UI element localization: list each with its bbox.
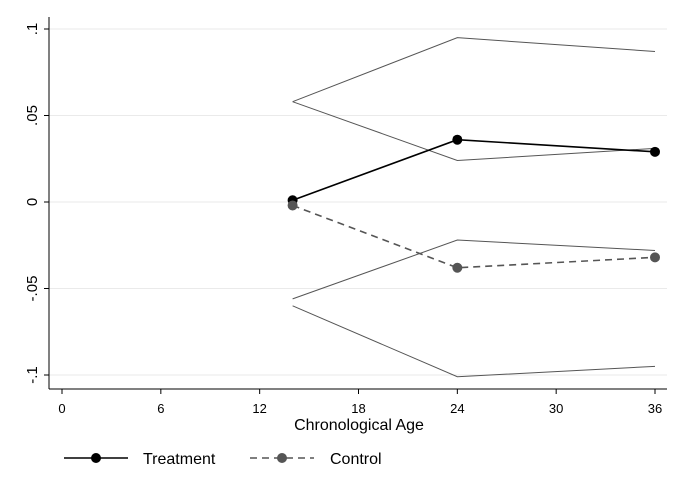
treatment-ci-upper (292, 37, 656, 103)
control-ci-lower (292, 305, 656, 378)
x-tick-label: 30 (549, 401, 563, 416)
y-tick-label: -.05 (24, 276, 41, 302)
x-tick-label: 36 (648, 401, 662, 416)
x-tick-label: 6 (157, 401, 164, 416)
control-point (650, 252, 660, 263)
confidence-bands (292, 37, 656, 378)
legend-control-marker (277, 453, 287, 463)
control-point (287, 200, 298, 211)
treatment-point (452, 134, 463, 145)
x-axis-label: Chronological Age (294, 417, 424, 434)
legend-control-label: Control (330, 451, 382, 468)
legend-treatment-marker (91, 453, 101, 463)
y-tick-label: -.1 (24, 366, 41, 384)
legend-treatment-label: Treatment (143, 451, 216, 468)
x-tick-label: 0 (58, 401, 65, 416)
y-tick-label: 0 (24, 198, 41, 206)
y-tick-label: .05 (24, 105, 41, 126)
x-tick-label: 18 (351, 401, 365, 416)
control-ci-upper (292, 239, 656, 300)
grid (49, 28, 667, 376)
control-point (452, 262, 463, 273)
treatment-ci-lower (292, 101, 656, 161)
y-tick-label: .1 (24, 23, 41, 36)
legend: Treatment Control (64, 451, 382, 468)
x-tick-label: 24 (450, 401, 464, 416)
axes: -.1 -.05 0 .05 .1 0 6 12 18 24 30 36 (24, 17, 667, 416)
x-tick-label: 12 (252, 401, 266, 416)
treatment-point (650, 146, 660, 157)
series-points (287, 134, 660, 273)
